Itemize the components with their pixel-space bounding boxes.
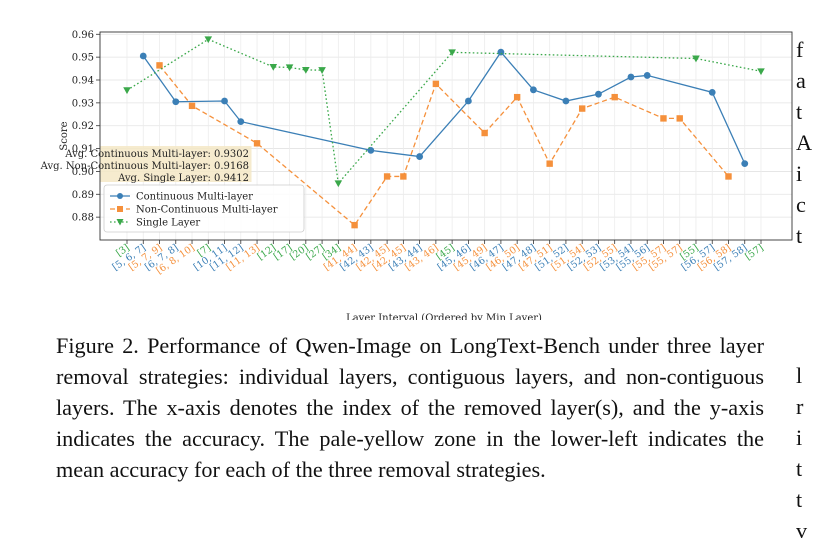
- y-tick-label: 0.89: [72, 190, 94, 201]
- right-column-line: t: [796, 223, 803, 248]
- data-point-cont: [643, 72, 651, 79]
- y-tick-label: 0.92: [72, 121, 94, 132]
- data-point-cont: [708, 88, 716, 96]
- data-point-cont: [595, 90, 602, 98]
- data-point-cont: [464, 97, 472, 105]
- y-tick-label: 0.96: [72, 30, 94, 41]
- data-point-single: [123, 87, 131, 95]
- right-column-line: t: [796, 99, 803, 124]
- legend-label: Non-Continuous Multi-layer: [136, 205, 278, 216]
- data-point-cont: [139, 52, 147, 60]
- data-point-noncont: [481, 129, 488, 137]
- y-tick-label: 0.95: [72, 53, 94, 64]
- chart: 0.880.890.900.910.920.930.940.950.96[3][…: [40, 30, 793, 320]
- data-point-noncont: [156, 62, 163, 69]
- data-point-noncont: [351, 221, 358, 229]
- y-tick-label: 0.91: [72, 144, 94, 155]
- mean-annotation: Avg. Single Layer: 0.9412: [117, 173, 249, 184]
- data-point-cont: [172, 98, 180, 106]
- data-point-single: [302, 66, 310, 74]
- data-point-cont: [530, 86, 537, 94]
- mean-annotation: Avg. Non-Continuous Multi-layer: 0.9168: [40, 161, 249, 172]
- legend-marker-noncont: [117, 206, 123, 212]
- data-point-single: [318, 67, 326, 74]
- y-tick-label: 0.93: [72, 98, 94, 109]
- mean-accuracy-zone: [100, 146, 252, 182]
- right-column-line: f: [796, 37, 804, 62]
- legend-marker-single: [116, 219, 124, 226]
- right-column-line: t: [796, 487, 803, 512]
- x-axis-label: Layer Interval (Ordered by Min Layer): [346, 313, 542, 320]
- data-point-noncont: [725, 173, 732, 180]
- right-column-line: A: [796, 130, 813, 155]
- data-point-cont: [497, 48, 505, 56]
- data-point-noncont: [400, 173, 407, 180]
- y-tick-label: 0.94: [72, 76, 94, 87]
- data-point-noncont: [432, 80, 440, 88]
- data-point-noncont: [383, 173, 391, 180]
- plot-frame: [99, 31, 793, 241]
- x-tick-label: [57]: [743, 242, 765, 262]
- y-tick-label: 0.90: [72, 167, 94, 178]
- right-column-line: i: [796, 425, 803, 450]
- y-tick-label: 0.88: [72, 213, 94, 224]
- data-point-cont: [416, 153, 424, 160]
- legend-box: [103, 184, 305, 233]
- data-point-single: [285, 64, 294, 72]
- right-column-line: r: [796, 394, 804, 419]
- data-point-single: [334, 180, 343, 188]
- right-column-line: v: [796, 518, 808, 543]
- data-point-single: [269, 63, 278, 71]
- right-column-line: a: [796, 68, 806, 93]
- data-point-single: [757, 68, 765, 76]
- data-point-single: [204, 36, 213, 44]
- data-point-noncont: [611, 93, 618, 101]
- right-column-line: l: [796, 363, 803, 388]
- right-column-line: c: [796, 192, 806, 217]
- data-point-noncont: [513, 93, 521, 101]
- data-point-noncont: [676, 115, 683, 122]
- data-point-cont: [237, 118, 245, 125]
- data-point-cont: [221, 97, 228, 105]
- data-point-cont: [741, 160, 749, 168]
- data-point-noncont: [188, 102, 196, 110]
- right-column-line: t: [796, 456, 803, 481]
- legend-label: Single Layer: [136, 218, 200, 229]
- data-point-cont: [627, 73, 635, 81]
- legend-marker-cont: [117, 193, 123, 199]
- figure-caption: Figure 2. Performance of Qwen-Image on L…: [56, 333, 764, 482]
- data-point-single: [692, 55, 700, 63]
- mean-annotation: Avg. Continuous Multi-layer: 0.9302: [64, 149, 249, 160]
- data-point-single: [448, 49, 456, 57]
- data-point-noncont: [578, 105, 586, 112]
- legend-label: Continuous Multi-layer: [136, 192, 253, 203]
- data-point-noncont: [660, 115, 667, 122]
- data-point-noncont: [546, 160, 553, 167]
- data-point-cont: [562, 97, 570, 105]
- right-column-line: i: [796, 161, 803, 186]
- data-point-noncont: [253, 140, 261, 147]
- series-line-single: [126, 38, 762, 185]
- y-axis-label: Score: [59, 121, 70, 150]
